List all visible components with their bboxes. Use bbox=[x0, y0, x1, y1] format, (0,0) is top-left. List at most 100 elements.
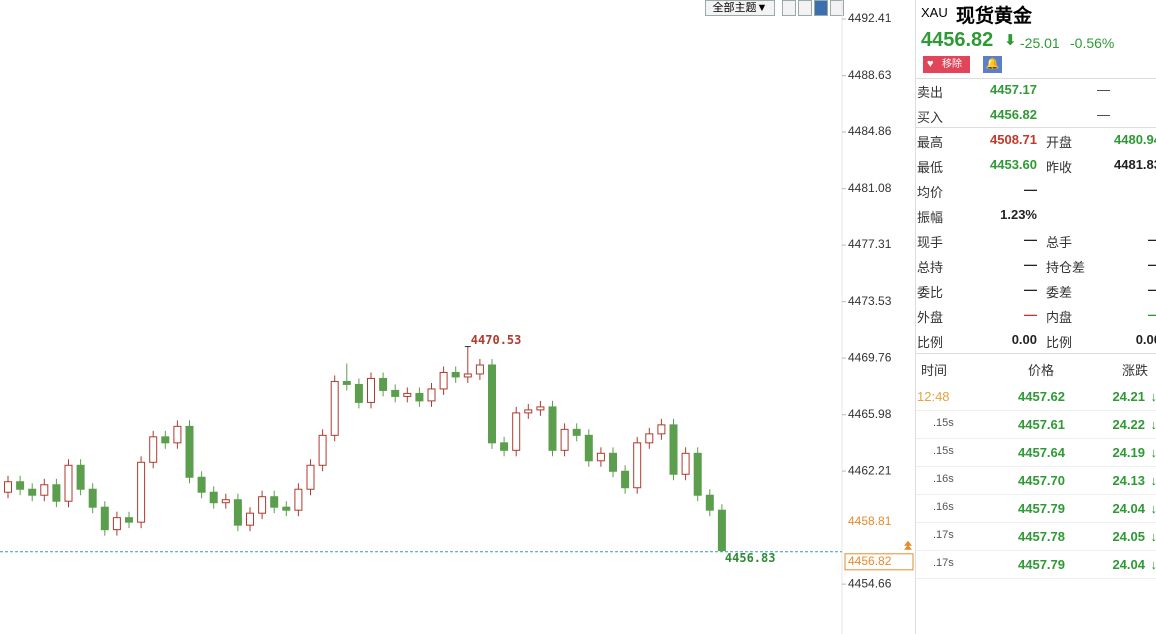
trade-time: .16s bbox=[933, 501, 954, 513]
candle-body bbox=[560, 428, 569, 451]
tool-icon[interactable] bbox=[798, 0, 812, 16]
book-value: 4457.17 bbox=[990, 82, 1037, 97]
trade-price: 4457.70 bbox=[1018, 473, 1065, 488]
book-label: 委差 bbox=[1046, 285, 1073, 300]
row-divider bbox=[916, 410, 1156, 411]
candle-body bbox=[403, 392, 412, 397]
book-extra: — bbox=[1097, 107, 1110, 122]
candle-body bbox=[596, 452, 605, 462]
candle-body bbox=[209, 491, 218, 504]
y-tick-label: 4473.53 bbox=[848, 294, 892, 308]
trade-change: 24.19 bbox=[1112, 445, 1145, 460]
tool-icon[interactable] bbox=[814, 0, 828, 16]
book-label: 买入 bbox=[917, 110, 944, 125]
candle-body bbox=[657, 424, 666, 435]
book-value: — bbox=[1111, 307, 1156, 322]
candle-body bbox=[681, 452, 690, 475]
last-price: 4456.82 bbox=[921, 29, 994, 51]
book-value: 4453.60 bbox=[990, 157, 1037, 172]
candle-body bbox=[161, 436, 170, 444]
candle-body bbox=[221, 499, 230, 504]
candle-body bbox=[415, 392, 424, 402]
row-divider bbox=[916, 550, 1156, 551]
y-tick-label: 4488.63 bbox=[848, 68, 892, 82]
candle-body bbox=[173, 425, 182, 444]
book-label: 昨收 bbox=[1046, 160, 1073, 175]
down-arrow: ↓ bbox=[1151, 557, 1156, 572]
tool-icon[interactable] bbox=[782, 0, 796, 16]
y-tick-label: 4477.31 bbox=[848, 237, 892, 251]
candle-body bbox=[52, 484, 61, 502]
trades-header: 时间 bbox=[921, 363, 948, 378]
candle-body bbox=[294, 488, 303, 511]
book-label: 总手 bbox=[1046, 235, 1073, 250]
y-tick-label: 4454.66 bbox=[848, 576, 892, 590]
trade-price: 4457.79 bbox=[1018, 557, 1065, 572]
candle-body bbox=[88, 488, 97, 508]
trade-change: 24.13 bbox=[1112, 473, 1145, 488]
down-arrow: ↓ bbox=[1151, 389, 1156, 404]
candle-body bbox=[270, 496, 279, 508]
chart: 4492.41 4488.63 4484.86 4481.08 4477.31 4473.… bbox=[0, 0, 914, 634]
candle-body bbox=[500, 442, 509, 451]
candle-body bbox=[330, 380, 339, 436]
candle-body bbox=[475, 364, 484, 375]
candle-body bbox=[76, 464, 85, 490]
book-value: — bbox=[1024, 307, 1037, 322]
trade-time: .15s bbox=[933, 445, 954, 457]
trade-time: .17s bbox=[933, 557, 954, 569]
y-tick-label: 4484.86 bbox=[848, 124, 892, 138]
candle-body bbox=[137, 461, 146, 523]
book-value: 0.00 bbox=[1135, 332, 1156, 347]
down-arrow: ↓ bbox=[1151, 445, 1156, 460]
row-divider bbox=[916, 438, 1156, 439]
candle-body bbox=[367, 377, 375, 403]
candle-body bbox=[64, 464, 73, 502]
book-value: — bbox=[1024, 182, 1037, 197]
candle-body bbox=[354, 383, 363, 403]
candle-body bbox=[112, 517, 121, 531]
candle-body bbox=[488, 364, 496, 444]
candle-body bbox=[379, 377, 388, 391]
book-value: — bbox=[1111, 257, 1156, 272]
book-value: 4481.83 bbox=[1114, 157, 1156, 172]
candle-body bbox=[391, 389, 400, 397]
y-tick-label: 4481.08 bbox=[848, 181, 892, 195]
book-value: 4508.71 bbox=[990, 132, 1037, 147]
book-label: 委比 bbox=[917, 285, 944, 300]
candle-body bbox=[548, 406, 557, 451]
book-label: 总持 bbox=[917, 260, 944, 275]
candle-body bbox=[246, 512, 254, 526]
tool-icon[interactable] bbox=[830, 0, 844, 16]
down-arrow: ↓ bbox=[1151, 473, 1156, 488]
candle-body bbox=[4, 481, 12, 493]
book-label: 振幅 bbox=[917, 210, 944, 225]
candle-body bbox=[28, 488, 37, 496]
candle-body bbox=[100, 506, 109, 531]
trade-change: 24.05 bbox=[1112, 529, 1145, 544]
alert-button[interactable]: 🔔 bbox=[983, 56, 1002, 73]
candle-body bbox=[258, 496, 267, 514]
remove-label: 移除 bbox=[942, 59, 962, 70]
book-value: — bbox=[1024, 232, 1037, 247]
price-change: -25.01 bbox=[1020, 35, 1060, 51]
theme-button[interactable]: 全部主题▼ bbox=[705, 0, 775, 16]
book-label: 最高 bbox=[917, 135, 944, 150]
row-divider bbox=[916, 466, 1156, 467]
candle-body bbox=[451, 371, 460, 378]
trade-change: 24.04 bbox=[1112, 501, 1145, 516]
book-label: 均价 bbox=[917, 185, 944, 200]
row-divider bbox=[916, 494, 1156, 495]
trade-price: 4457.64 bbox=[1018, 445, 1065, 460]
trade-change: 24.04 bbox=[1112, 557, 1145, 572]
trade-price: 4457.61 bbox=[1018, 417, 1065, 432]
high-label: 4470.53 bbox=[471, 333, 522, 347]
candle-body bbox=[512, 412, 521, 451]
current-price-label: 4456.82 bbox=[848, 554, 892, 568]
divider bbox=[916, 353, 1156, 354]
remove-button[interactable]: ♥ 移除 bbox=[923, 56, 970, 73]
book-value: — bbox=[1111, 232, 1156, 247]
candle-body bbox=[536, 406, 545, 411]
book-label: 内盘 bbox=[1046, 310, 1073, 325]
